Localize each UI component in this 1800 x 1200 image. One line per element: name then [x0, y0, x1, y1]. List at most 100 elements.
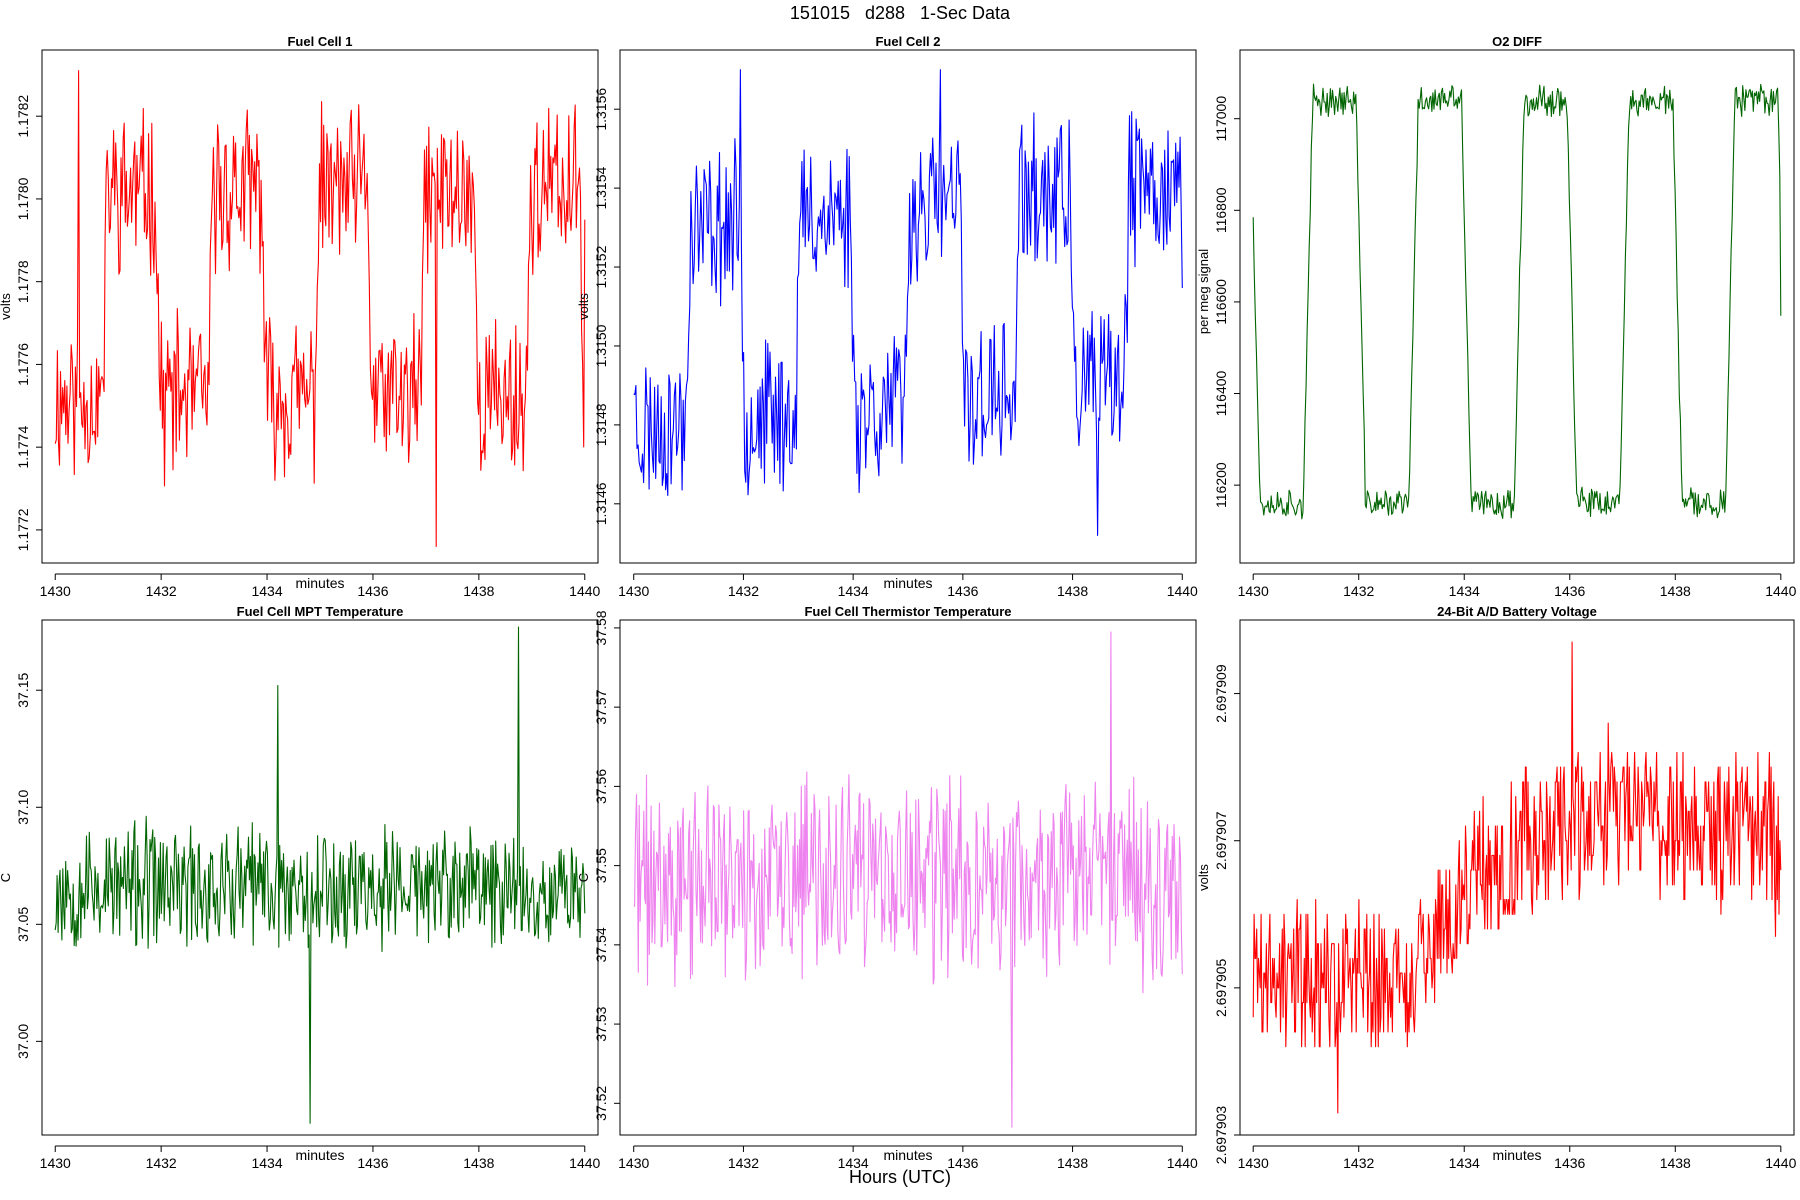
chart-panel-1: Fuel Cell 1 1430 1432 1434 1436 1438 1440 minut…: [0, 34, 601, 599]
chart-panel-5: Fuel Cell Thermistor Temperature 1430 1432…: [576, 604, 1198, 1171]
chart-panel-6: 24-Bit A/D Battery Voltage 1430 1432 1434 14…: [1196, 604, 1797, 1171]
x-tick-label: 1434: [1449, 1155, 1480, 1171]
y-tick-label: 1.1776: [15, 343, 31, 386]
x-tick-label: 1436: [947, 1155, 978, 1171]
x-tick-label: 1436: [357, 1155, 388, 1171]
y-tick-label: 37.55: [593, 848, 609, 883]
y-tick-label: 1.1780: [15, 177, 31, 220]
figure-xlabel: Hours (UTC): [849, 1167, 951, 1187]
y-tick-label: 116400: [1213, 370, 1229, 416]
x-tick-label: 1434: [251, 583, 282, 599]
x-tick-label: 1432: [1343, 1155, 1374, 1171]
x-tick-label: 1434: [838, 583, 869, 599]
chart-title: Fuel Cell 1: [287, 34, 352, 49]
x-tick-label: 1436: [357, 583, 388, 599]
y-tick-label: 37.15: [15, 673, 31, 708]
y-tick-label: 1.1782: [15, 95, 31, 138]
x-tick-label: 1430: [1238, 1155, 1269, 1171]
y-tick-label: 116200: [1213, 462, 1229, 508]
series-line: [54, 626, 586, 1124]
x-tick-label: 1432: [728, 1155, 759, 1171]
x-axis-label: minutes: [295, 575, 344, 591]
y-tick-label: 37.53: [593, 1006, 609, 1041]
chart-panel-3: O2 DIFF 1430 1432 1434 1436 1438 1440 116200 116…: [1196, 34, 1797, 599]
plot-frame: [1239, 49, 1795, 564]
x-tick-label: 1440: [1765, 583, 1796, 599]
y-tick-label: 37.58: [593, 610, 609, 645]
x-tick-label: 1436: [1554, 1155, 1585, 1171]
y-tick-label: 1.3154: [593, 166, 609, 209]
y-tick-label: 2.697909: [1213, 664, 1229, 723]
x-axis-label: minutes: [883, 575, 932, 591]
y-tick-label: 37.00: [15, 1024, 31, 1059]
x-tick-label: 1436: [1554, 583, 1585, 599]
y-axis-label: volts: [0, 293, 13, 320]
x-tick-label: 1438: [1660, 583, 1691, 599]
y-tick-label: 1.3146: [593, 482, 609, 525]
x-tick-label: 1430: [40, 1155, 71, 1171]
chart-title: 24-Bit A/D Battery Voltage: [1437, 604, 1597, 619]
y-tick-label: 2.697905: [1213, 958, 1229, 1017]
series-line: [1252, 641, 1782, 1114]
y-tick-label: 1.3148: [593, 403, 609, 446]
y-tick-label: 37.10: [15, 790, 31, 825]
x-axis-label: minutes: [295, 1147, 344, 1163]
x-tick-label: 1438: [463, 583, 494, 599]
plot-frame: [619, 49, 1197, 564]
y-tick-label: 117000: [1213, 96, 1229, 142]
series-line: [633, 631, 1183, 1128]
y-tick-label: 37.52: [593, 1086, 609, 1121]
y-tick-label: 2.697903: [1213, 1106, 1229, 1165]
x-tick-label: 1432: [1343, 583, 1374, 599]
chart-title: Fuel Cell MPT Temperature: [237, 604, 404, 619]
x-tick-label: 1432: [146, 1155, 177, 1171]
chart-panel-2: Fuel Cell 2 1430 1432 1434 1436 1438 1440 minut…: [576, 34, 1198, 599]
x-axis-label: minutes: [883, 1147, 932, 1163]
chart-title: Fuel Cell 2: [875, 34, 940, 49]
y-axis-label: per meg signal: [1196, 249, 1211, 334]
x-tick-label: 1436: [947, 583, 978, 599]
y-tick-label: 1.3150: [593, 324, 609, 367]
x-tick-label: 1430: [618, 1155, 649, 1171]
y-tick-label: 37.56: [593, 769, 609, 804]
series-line: [633, 69, 1183, 536]
y-tick-label: 37.57: [593, 689, 609, 724]
x-tick-label: 1438: [1057, 583, 1088, 599]
y-tick-label: 1.1778: [15, 260, 31, 303]
y-tick-label: 1.1772: [15, 508, 31, 551]
y-axis-label: C: [576, 873, 591, 882]
x-tick-label: 1430: [40, 583, 71, 599]
series-line: [54, 70, 586, 548]
y-axis-label: volts: [576, 293, 591, 320]
x-tick-label: 1434: [1449, 583, 1480, 599]
series-line: [1252, 83, 1782, 520]
x-tick-label: 1430: [1238, 583, 1269, 599]
x-axis-label: minutes: [1492, 1147, 1541, 1163]
chart-title: Fuel Cell Thermistor Temperature: [804, 604, 1011, 619]
x-tick-label: 1440: [569, 1155, 600, 1171]
y-tick-label: 37.05: [15, 907, 31, 942]
plot-frame: [41, 49, 599, 564]
chart-title: O2 DIFF: [1492, 34, 1542, 49]
chart-panel-4: Fuel Cell MPT Temperature 1430 1432 1434 143…: [0, 604, 601, 1171]
x-tick-label: 1440: [1167, 583, 1198, 599]
x-tick-label: 1434: [838, 1155, 869, 1171]
y-tick-label: 2.697907: [1213, 811, 1229, 870]
x-tick-label: 1434: [251, 1155, 282, 1171]
x-tick-label: 1440: [569, 583, 600, 599]
x-tick-label: 1432: [728, 583, 759, 599]
y-tick-label: 1.3156: [593, 88, 609, 131]
x-tick-label: 1438: [1057, 1155, 1088, 1171]
x-tick-label: 1438: [463, 1155, 494, 1171]
x-tick-label: 1438: [1660, 1155, 1691, 1171]
x-tick-label: 1440: [1765, 1155, 1796, 1171]
y-tick-label: 116800: [1213, 187, 1229, 233]
y-axis-label: volts: [1196, 864, 1211, 891]
y-tick-label: 1.1774: [15, 426, 31, 469]
y-tick-label: 1.3152: [593, 245, 609, 288]
x-tick-label: 1430: [618, 583, 649, 599]
x-tick-label: 1440: [1167, 1155, 1198, 1171]
y-tick-label: 37.54: [593, 927, 609, 962]
y-axis-label: C: [0, 873, 13, 882]
